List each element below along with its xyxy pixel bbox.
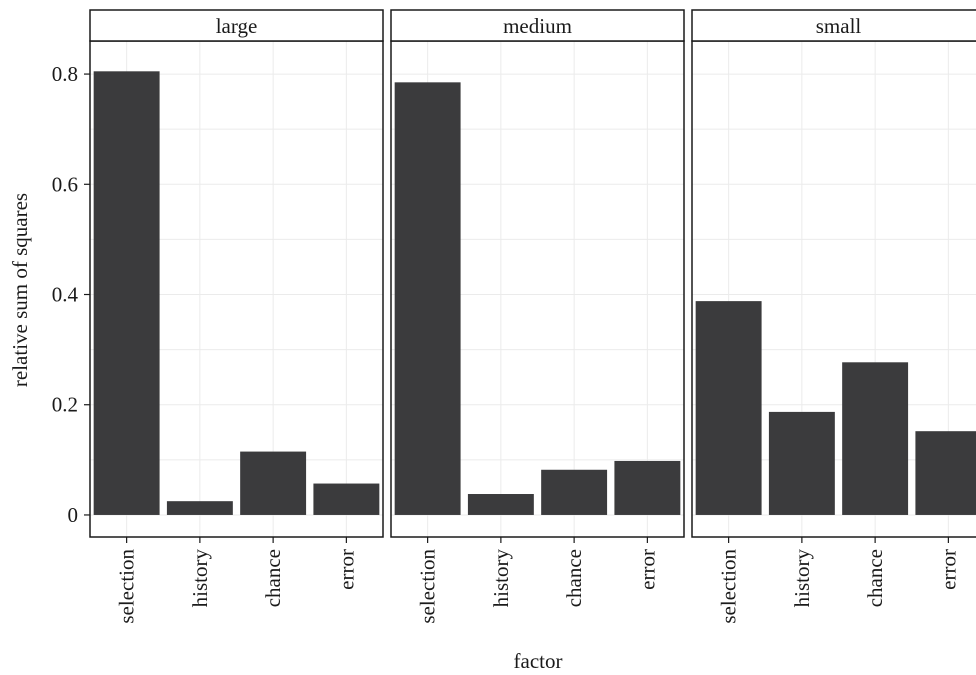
y-tick-label: 0.4 bbox=[52, 283, 79, 307]
x-tick-label: selection bbox=[416, 549, 440, 624]
y-tick-label: 0.2 bbox=[52, 393, 78, 417]
x-tick-label: error bbox=[635, 549, 659, 590]
x-axis-title: factor bbox=[514, 649, 563, 673]
panel-small: small selection history chance error bbox=[691, 9, 976, 624]
panel-large: large selection history chance error bbox=[89, 9, 384, 624]
x-tick-label: selection bbox=[115, 549, 139, 624]
y-tick-label: 0.6 bbox=[52, 172, 78, 196]
bar-large-error bbox=[313, 483, 380, 515]
bar-small-history bbox=[768, 411, 835, 515]
panel-medium: medium selection history chance error bbox=[390, 9, 685, 624]
facet-strip bbox=[691, 9, 976, 42]
bar-large-chance bbox=[240, 451, 307, 515]
bar-small-chance bbox=[842, 362, 909, 515]
chart-panels: large selection history chance error medium se… bbox=[89, 9, 976, 624]
x-tick-label: history bbox=[188, 549, 212, 608]
y-axis-title: relative sum of squares bbox=[8, 193, 32, 387]
bar-medium-error bbox=[614, 460, 681, 515]
facet-label: small bbox=[816, 14, 862, 38]
y-axis: 0 0.2 0.4 0.6 0.8 bbox=[52, 62, 90, 527]
bar-small-selection bbox=[695, 301, 762, 515]
facet-label: large bbox=[216, 14, 258, 38]
bar-medium-chance bbox=[541, 469, 608, 515]
x-tick-label: selection bbox=[717, 549, 741, 624]
x-tick-label: error bbox=[936, 549, 960, 590]
y-tick-label: 0.8 bbox=[52, 62, 78, 86]
x-tick-label: error bbox=[334, 549, 358, 590]
facet-label: medium bbox=[503, 14, 572, 38]
x-tick-label: history bbox=[489, 549, 513, 608]
bar-medium-history bbox=[467, 494, 534, 515]
facet-strip bbox=[390, 9, 685, 42]
x-tick-label: chance bbox=[863, 549, 887, 607]
bar-medium-selection bbox=[394, 82, 461, 515]
x-tick-label: history bbox=[790, 549, 814, 608]
bar-large-selection bbox=[93, 71, 160, 515]
facet-strip bbox=[89, 9, 384, 42]
x-tick-label: chance bbox=[562, 549, 586, 607]
x-tick-label: chance bbox=[261, 549, 285, 607]
bar-large-history bbox=[166, 501, 233, 515]
y-tick-label: 0 bbox=[68, 503, 79, 527]
bar-small-error bbox=[915, 431, 976, 515]
